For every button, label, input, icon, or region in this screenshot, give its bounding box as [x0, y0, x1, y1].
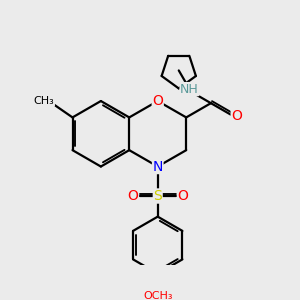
Text: N: N — [152, 160, 163, 173]
Text: O: O — [178, 189, 188, 203]
Text: CH₃: CH₃ — [34, 96, 54, 106]
Text: S: S — [153, 189, 162, 203]
Text: O: O — [127, 189, 138, 203]
Text: NH: NH — [180, 82, 199, 96]
Text: O: O — [152, 94, 163, 108]
Text: O: O — [231, 109, 242, 123]
Text: OCH₃: OCH₃ — [143, 291, 172, 300]
